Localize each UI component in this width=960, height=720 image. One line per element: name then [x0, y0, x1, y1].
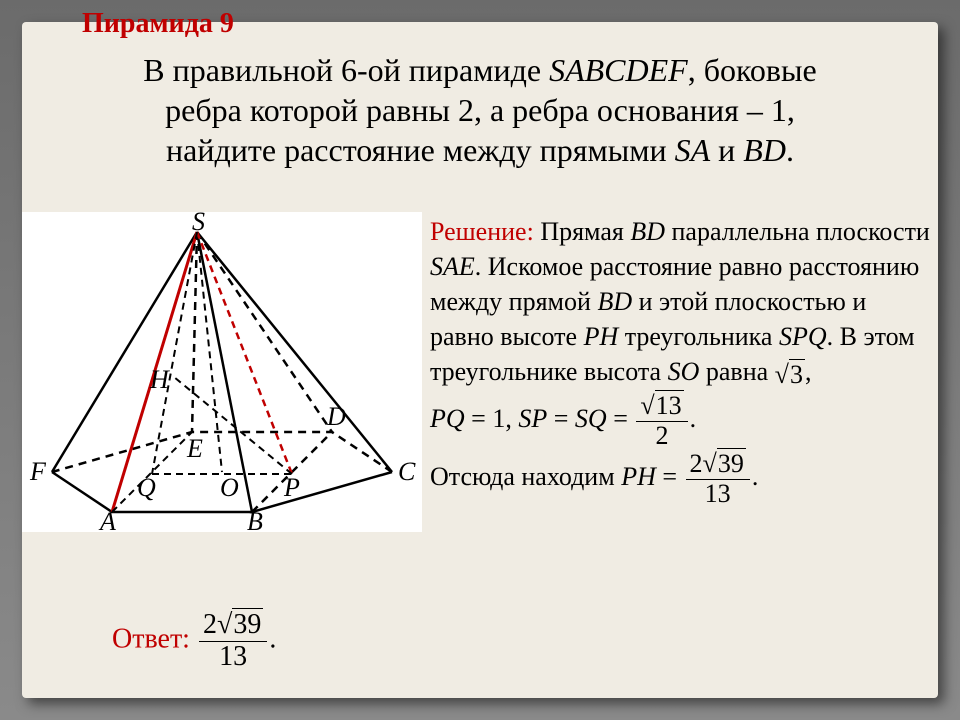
label-f: F: [29, 457, 47, 486]
problem-l3a: найдите расстояние между прямыми: [166, 132, 675, 168]
s-ph: PH: [584, 322, 619, 351]
s-ph2: PH: [621, 462, 656, 491]
answer-sqrt-rad: 39: [232, 608, 263, 640]
label-e: E: [186, 434, 203, 463]
problem-l1b: SABCDEF: [549, 52, 688, 88]
answer-dot: .: [269, 624, 276, 655]
s-dot2: .: [752, 462, 759, 491]
sqrt3-rad: 3: [789, 359, 805, 389]
s-eq1: = 1,: [465, 404, 519, 433]
sqrt13: 13: [640, 392, 683, 421]
sqrt39-rad: 39: [717, 448, 746, 478]
sqrt13-rad: 13: [655, 390, 684, 420]
frac2-num: 2 39: [686, 450, 750, 480]
base-back: [52, 432, 392, 472]
s-so: SO: [668, 357, 700, 386]
solution-label: Решение:: [430, 217, 534, 246]
answer-frac: 2 39 13: [199, 610, 267, 673]
problem-text: В правильной 6-ой пирамиде SABCDEF, боко…: [62, 50, 898, 170]
label-a: A: [98, 507, 116, 532]
answer-sqrt: 39: [217, 610, 263, 641]
edge-sc: [197, 232, 392, 472]
label-c: C: [398, 457, 416, 486]
s-spq: SPQ: [779, 322, 827, 351]
s-sae: SAE: [430, 252, 475, 281]
label-b: B: [247, 507, 263, 532]
label-q: Q: [137, 473, 156, 502]
sqrt3: 3: [775, 357, 805, 392]
sqrt39: 39: [703, 450, 746, 479]
s-dot1: .: [690, 404, 697, 433]
problem-l2: ребра которой равны 2, а ребра основания…: [165, 92, 795, 128]
s-sp: SP: [518, 404, 547, 433]
answer-block: Ответ: 2 39 13 .: [112, 610, 276, 673]
answer-den: 13: [199, 642, 267, 673]
edge-se: [192, 232, 197, 432]
frac-2sqrt39-13: 2 39 13: [686, 450, 750, 508]
label-s: S: [192, 212, 205, 236]
label-h: H: [149, 365, 170, 394]
label-p: P: [283, 473, 300, 502]
edge-sb: [197, 232, 252, 512]
s-t1: Прямая: [534, 217, 631, 246]
s-comma: ,: [805, 357, 812, 386]
problem-l1a: В правильной 6-ой пирамиде: [143, 52, 549, 88]
frac1-den: 2: [636, 422, 687, 451]
pyramid-diagram: S A B C D E F O P Q H: [22, 212, 422, 532]
s-t5: треугольника: [618, 322, 779, 351]
pyramid-svg: S A B C D E F O P Q H: [22, 212, 422, 532]
problem-l3c: и: [710, 132, 743, 168]
s-eq4: =: [656, 462, 684, 491]
s-t8: Отсюда находим: [430, 462, 621, 491]
problem-l3b: SA: [675, 132, 711, 168]
answer-num: 2 39: [199, 610, 267, 642]
problem-l1c: , боковые: [688, 52, 817, 88]
problem-l3d: BD: [743, 132, 786, 168]
label-o: O: [220, 473, 239, 502]
answer-label: Ответ:: [112, 624, 190, 655]
s-eq3: =: [607, 404, 635, 433]
s-eq2: =: [547, 404, 575, 433]
s-pq: PQ: [430, 404, 465, 433]
frac2-den: 13: [686, 480, 750, 509]
frac2-num-a: 2: [690, 449, 703, 478]
s-t2: параллельна плоскости: [665, 217, 930, 246]
problem-l3e: .: [786, 132, 794, 168]
label-d: D: [326, 402, 346, 431]
answer-num-a: 2: [203, 609, 217, 640]
slide: Пирамида 9 В правильной 6-ой пирамиде SA…: [22, 22, 938, 698]
frac-sqrt13-2: 13 2: [636, 392, 687, 450]
solution-text: Решение: Прямая BD параллельна плоскости…: [430, 214, 930, 508]
s-sq: SQ: [575, 404, 607, 433]
s-bd: BD: [630, 217, 665, 246]
frac1-num: 13: [636, 392, 687, 422]
s-t7: равна: [699, 357, 774, 386]
s-bd2: BD: [597, 287, 632, 316]
slide-title: Пирамида 9: [82, 8, 234, 40]
